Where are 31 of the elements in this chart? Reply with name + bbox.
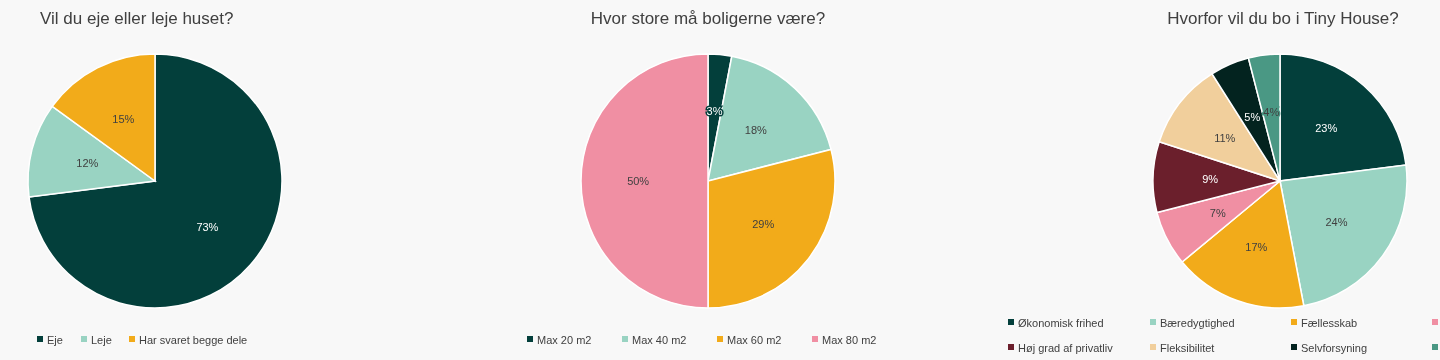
- data-label: 23%: [1315, 122, 1338, 135]
- legend-label: Leje: [91, 333, 112, 346]
- data-label: 12%: [76, 157, 99, 170]
- data-label: 24%: [1325, 215, 1348, 228]
- data-label: 11%: [1214, 132, 1236, 145]
- data-label: 50%: [627, 174, 650, 187]
- legend-label: Har svaret begge dele: [139, 333, 248, 346]
- data-label: 17%: [1245, 240, 1268, 253]
- legend-label: Bæredygtighed: [1160, 316, 1235, 329]
- pie-slice: [28, 53, 283, 309]
- legend-label: Høj grad af privatliv: [1018, 341, 1114, 354]
- legend-label: Max 40 m2: [632, 333, 687, 346]
- legend-label: Max 80 m2: [822, 333, 877, 346]
- legend-label: Eje: [47, 333, 63, 346]
- chart-title: Vil du eje eller leje huset?: [40, 9, 234, 28]
- data-label: 15%: [112, 112, 135, 125]
- legend-label: Økonomisk frihed: [1018, 316, 1104, 329]
- legend-label: Selvforsyning: [1301, 341, 1368, 354]
- legend-label: Fleksibilitet: [1160, 341, 1215, 354]
- data-label: 4%: [1263, 105, 1280, 118]
- data-label: 9%: [1202, 172, 1219, 185]
- data-label: 29%: [752, 217, 775, 230]
- data-label: 7%: [1209, 206, 1226, 219]
- chart-title: Hvor store må boligerne være?: [590, 9, 826, 28]
- legend-label: Max 60 m2: [727, 333, 782, 346]
- data-label: 18%: [744, 123, 768, 136]
- legend-label: Max 20 m2: [537, 333, 592, 346]
- data-label: 73%: [196, 221, 219, 234]
- chart-title: Hvorfor vil du bo i Tiny House?: [1167, 9, 1399, 28]
- legend-label: Fællesskab: [1301, 316, 1358, 329]
- data-label: 5%: [1244, 110, 1261, 123]
